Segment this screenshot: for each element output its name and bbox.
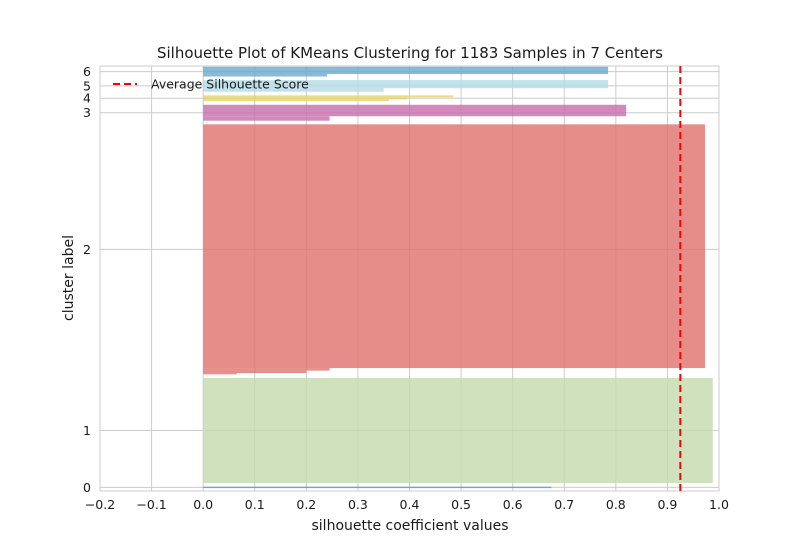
chart-title: Silhouette Plot of KMeans Clustering for…: [157, 44, 663, 62]
x-tick-label: 0.5: [451, 497, 471, 512]
y-axis-label: cluster label: [61, 235, 77, 321]
x-tick-label: 0.6: [503, 497, 523, 512]
x-tick-label: 1.0: [709, 497, 729, 512]
silhouette-band-cluster-3: [203, 104, 627, 117]
silhouette-band-cluster-5: [203, 88, 384, 92]
silhouette-band-cluster-2: [203, 373, 237, 375]
silhouette-band-cluster-6: [203, 74, 327, 77]
silhouette-band-cluster-2: [203, 368, 330, 371]
silhouette-band-cluster-1: [203, 377, 713, 484]
x-tick-label: −0.2: [85, 497, 115, 512]
silhouette-band-cluster-6: [203, 66, 609, 75]
x-tick-label: 0.7: [554, 497, 574, 512]
silhouette-band-cluster-2: [203, 124, 706, 369]
x-tick-label: 0.0: [193, 497, 213, 512]
y-tick-label: 0: [83, 480, 91, 495]
silhouette-band-cluster-5: [203, 80, 609, 89]
y-tick-label: 5: [83, 78, 91, 93]
silhouette-band-cluster-4: [203, 97, 407, 100]
x-tick-label: 0.3: [348, 497, 368, 512]
x-tick-label: −0.1: [136, 497, 166, 512]
legend-label: Average Silhouette Score: [151, 77, 309, 92]
x-tick-label: 0.9: [657, 497, 677, 512]
x-tick-label: 0.2: [296, 497, 316, 512]
x-tick-label: 0.4: [400, 497, 420, 512]
plot-area: −0.2 −0.1 0.0 0.1 0.2 0.3 0.4 0.5 0.6 0.7 0.8 0.9 1.…: [83, 64, 729, 512]
y-tick-label: 6: [83, 64, 91, 79]
silhouette-band-cluster-3: [203, 116, 330, 121]
x-axis-label: silhouette coefficient values: [312, 518, 509, 534]
silhouette-band-cluster-2: [203, 370, 307, 374]
x-tick-label: 0.8: [606, 497, 626, 512]
y-tick-label: 3: [83, 105, 91, 120]
silhouette-band-cluster-4: [203, 99, 389, 102]
silhouette-band-cluster-4: [203, 95, 454, 98]
silhouette-band-cluster-0: [203, 486, 552, 489]
y-tick-label: 4: [83, 91, 91, 106]
plot-frame: [99, 65, 720, 492]
y-tick-label: 1: [83, 423, 91, 438]
x-tick-label: 0.1: [245, 497, 265, 512]
y-tick-label: 2: [83, 242, 91, 257]
